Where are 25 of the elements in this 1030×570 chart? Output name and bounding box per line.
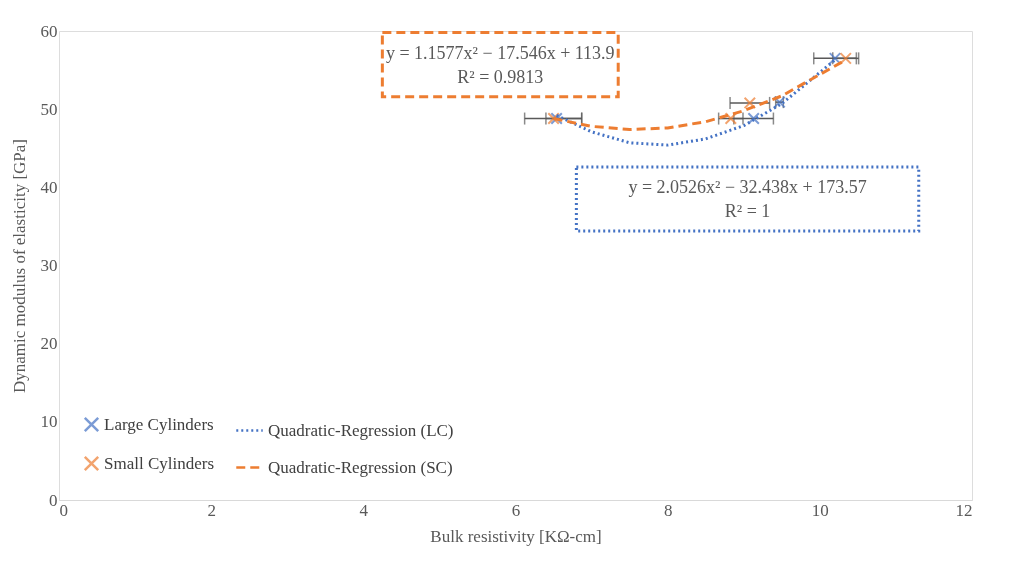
legend-label: Quadratic-Regression (SC) bbox=[268, 457, 453, 477]
x-tick-label: 2 bbox=[207, 500, 216, 520]
point bbox=[747, 112, 760, 125]
x-tick-label: 6 bbox=[511, 500, 521, 520]
y-tick-label: 40 bbox=[40, 177, 58, 197]
point bbox=[839, 52, 852, 65]
x-tick-label: 8 bbox=[663, 500, 673, 520]
legend-label: Small Cylinders bbox=[104, 453, 215, 473]
y-tick-label: 30 bbox=[40, 256, 58, 275]
annotation: y = 2.0526x² − 32.438x + 173.57 R² = 1 bbox=[628, 177, 867, 222]
point bbox=[743, 96, 757, 110]
legend-label: Large Cylinders bbox=[104, 414, 214, 434]
y-tick-label: 50 bbox=[40, 99, 58, 119]
x-tick-label: 10 bbox=[811, 500, 829, 520]
y-axis-title: Dynamic modulus of elasticity [GPa] bbox=[9, 138, 29, 394]
annotation: y = 1.1577x² − 17.546x + 113.9 R² = 0.9813 bbox=[385, 42, 615, 87]
y-tick-label: 20 bbox=[40, 334, 58, 354]
point bbox=[828, 52, 842, 65]
x-tick-label: 4 bbox=[359, 500, 369, 520]
point bbox=[724, 112, 738, 125]
y-tick-label: 10 bbox=[40, 412, 58, 432]
y-tick-label: 60 bbox=[40, 21, 58, 41]
x-tick-label: 12 bbox=[955, 500, 973, 520]
legend-label: Quadratic-Regression (LC) bbox=[268, 420, 454, 440]
x-axis-title: Bulk resistivity [KΩ-cm] bbox=[430, 526, 602, 546]
